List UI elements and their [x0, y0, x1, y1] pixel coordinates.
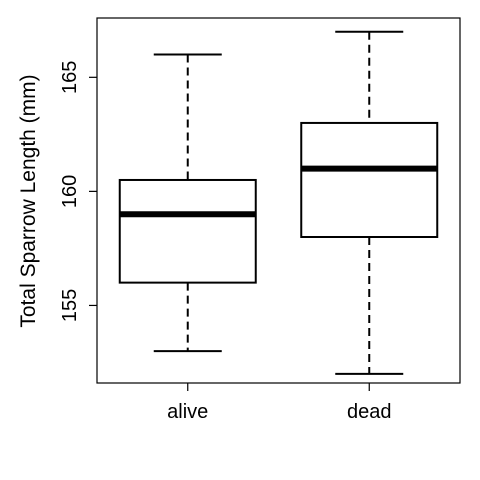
x-tick-label: alive: [167, 401, 208, 423]
iqr-box: [120, 180, 256, 283]
y-tick-label: 160: [59, 175, 81, 208]
box-dead: [301, 32, 437, 374]
y-axis-label: Total Sparrow Length (mm): [17, 74, 40, 327]
box-marks: [120, 32, 438, 374]
iqr-box: [301, 123, 437, 237]
box-alive: [120, 55, 256, 352]
x-tick-label: dead: [347, 401, 392, 423]
y-tick-label: 155: [59, 289, 81, 322]
y-axis: 155 160 165: [59, 61, 97, 323]
y-tick-label: 165: [59, 61, 81, 94]
x-axis: alive dead: [167, 383, 391, 423]
